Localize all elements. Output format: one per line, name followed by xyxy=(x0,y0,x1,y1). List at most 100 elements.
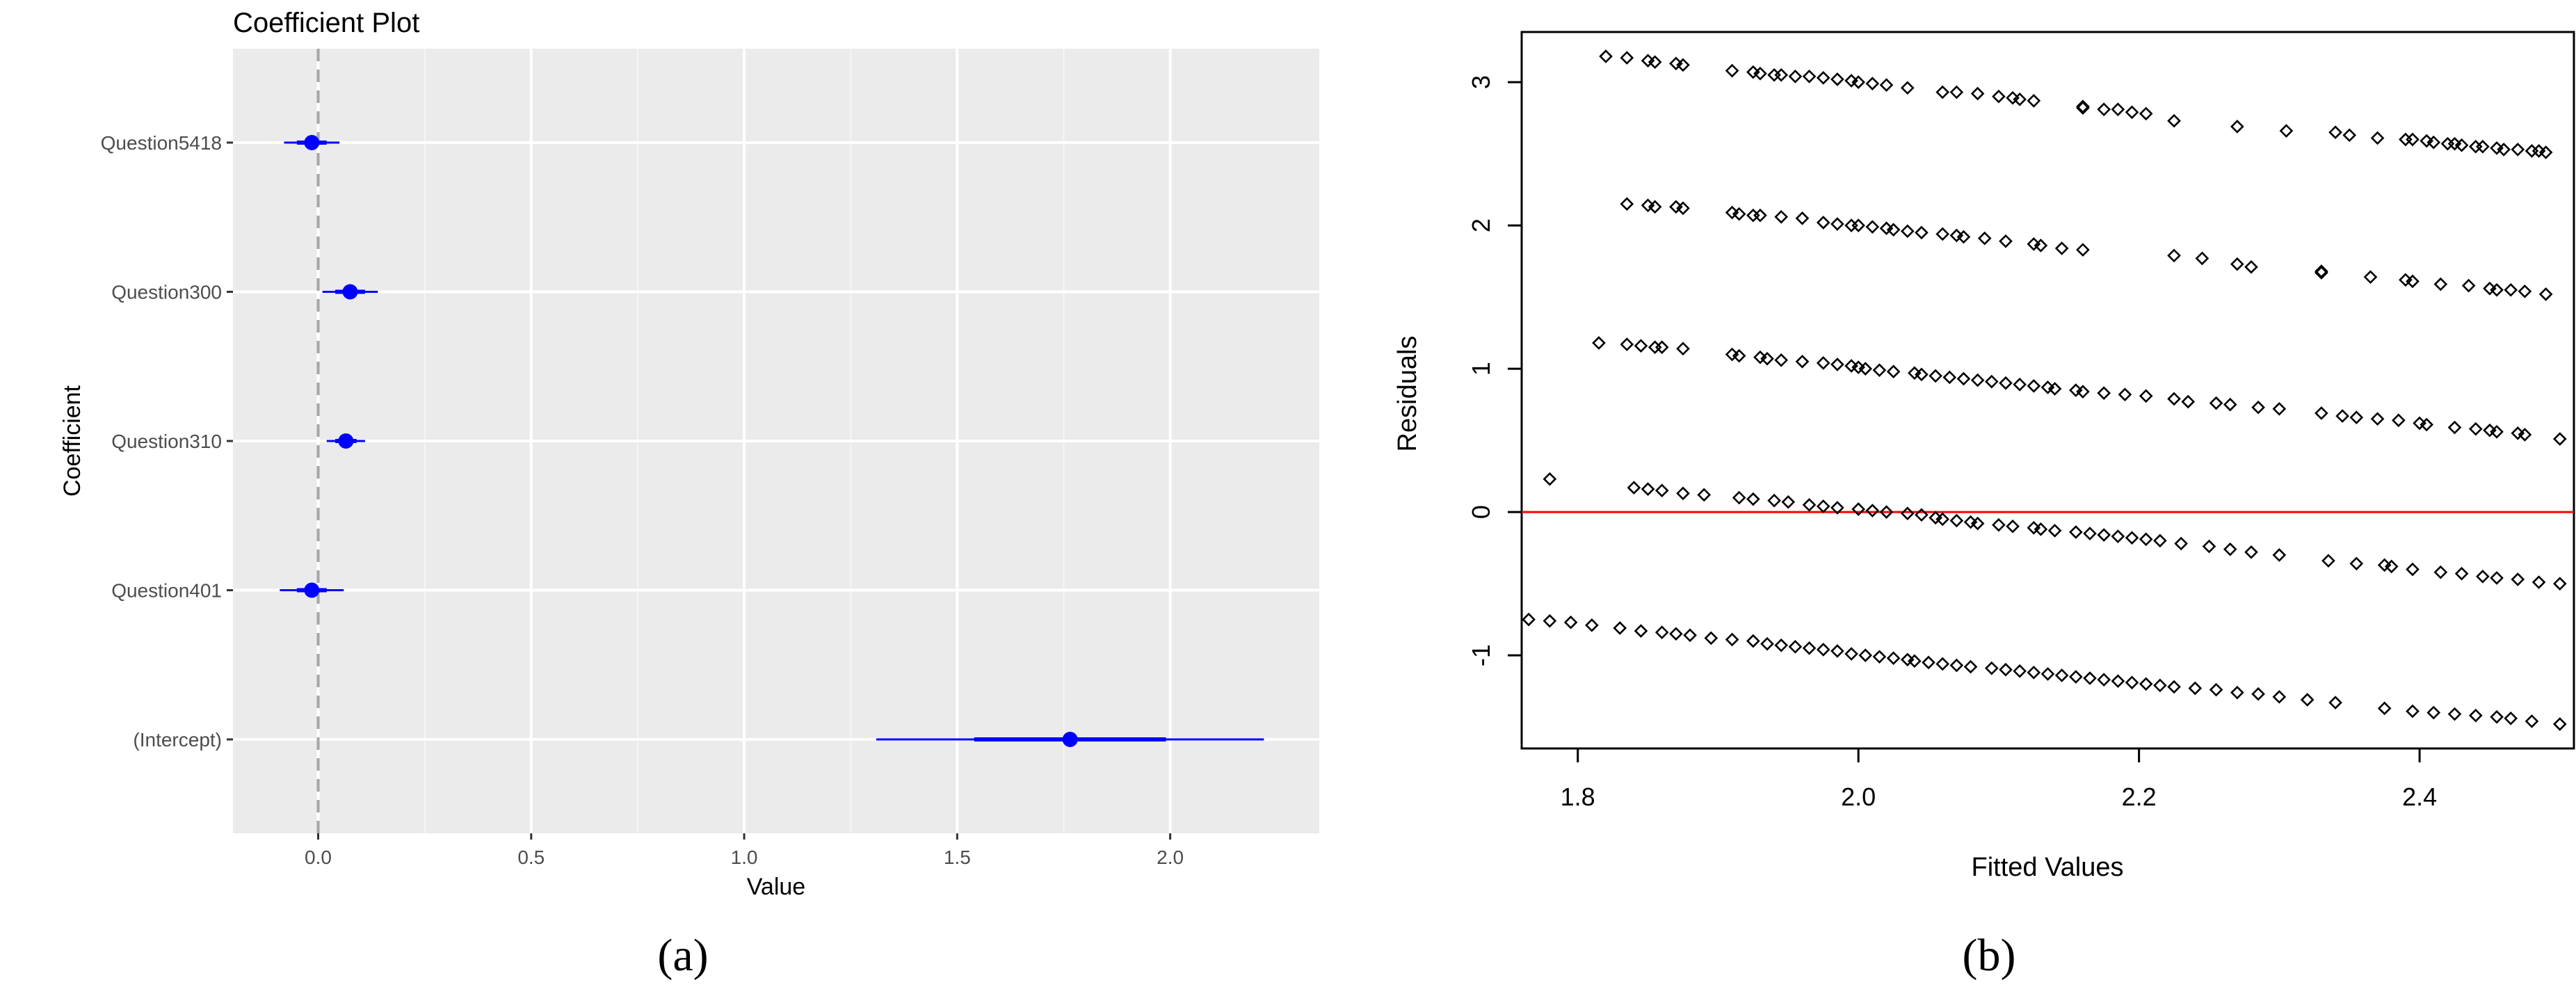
residual-point xyxy=(2167,248,2181,263)
residual-point xyxy=(1620,197,1634,211)
residual-point xyxy=(2223,542,2237,556)
residual-point xyxy=(1970,373,1985,387)
residual-point xyxy=(2399,132,2413,147)
residual-point xyxy=(2097,528,2111,542)
residual-point xyxy=(1816,356,1830,370)
residual-point xyxy=(2279,124,2294,138)
residual-point xyxy=(2054,241,2069,255)
residual-point xyxy=(1915,367,1929,382)
residual-point xyxy=(1767,67,1781,82)
residual-point xyxy=(1844,218,1858,232)
residual-point xyxy=(1865,220,1880,234)
residual-point xyxy=(2111,529,2125,543)
residual-point xyxy=(2315,406,2328,420)
residual-point xyxy=(1858,362,1873,376)
residual-point xyxy=(2118,387,2132,402)
residual-point xyxy=(1676,486,1690,501)
residual-point xyxy=(2167,392,2181,406)
residual-point xyxy=(2433,565,2448,579)
residual-point xyxy=(2195,251,2209,266)
residual-point xyxy=(1830,72,1844,86)
residual-point xyxy=(2139,532,2153,547)
residual-point xyxy=(2476,139,2490,154)
y-tick-label: -1 xyxy=(1467,644,1495,666)
residual-point xyxy=(1795,211,1810,225)
residual-point xyxy=(1753,208,1767,223)
residual-point xyxy=(2230,257,2244,271)
residual-point xyxy=(1999,376,2013,390)
residual-point xyxy=(2377,701,2392,716)
residual-point xyxy=(1816,643,1830,657)
residual-point xyxy=(1732,490,1746,505)
x-tick-label: 2.2 xyxy=(2122,783,2157,811)
residual-point xyxy=(1984,374,1999,389)
residual-point xyxy=(2328,696,2342,710)
residual-point xyxy=(1563,615,1578,630)
residual-point xyxy=(1851,218,1865,232)
residual-point xyxy=(1774,638,1789,652)
x-axis-label: Fitted Values xyxy=(1972,853,2124,882)
residual-point xyxy=(1767,493,1781,508)
residual-point xyxy=(1977,231,1992,246)
residual-point xyxy=(1802,497,1817,512)
y-axis-ticks: -1 0 1 2 3 xyxy=(1467,75,1522,666)
y-tick-label: Question310 xyxy=(111,431,222,452)
residual-point xyxy=(2447,707,2462,721)
residual-point xyxy=(2013,92,2027,106)
residual-point xyxy=(1788,639,1803,654)
residual-point xyxy=(1746,492,1760,506)
residual-point xyxy=(2468,708,2483,723)
residual-point xyxy=(1634,339,1648,353)
residual-point xyxy=(2244,260,2258,274)
residual-point xyxy=(2454,566,2469,581)
residual-point xyxy=(2209,396,2223,410)
plot-frame xyxy=(1520,31,2575,750)
residual-point xyxy=(2447,420,2462,435)
residual-point xyxy=(2342,128,2357,143)
residual-point xyxy=(2504,282,2518,297)
residual-point xyxy=(2097,102,2111,117)
residual-point xyxy=(2454,138,2469,152)
residual-point xyxy=(1900,224,1915,239)
residual-point xyxy=(1949,658,1964,673)
residual-point xyxy=(2223,397,2237,412)
residual-point xyxy=(1648,340,1662,355)
y-tick-label: Question401 xyxy=(111,580,222,602)
residual-point xyxy=(2370,412,2385,426)
residual-point xyxy=(2272,690,2287,704)
residual-point xyxy=(1676,201,1690,216)
residual-point xyxy=(1992,518,2006,532)
residual-point xyxy=(2518,284,2532,298)
residual-point xyxy=(1641,482,1655,496)
residual-point xyxy=(2027,665,2041,680)
residual-point xyxy=(1669,627,1683,641)
residual-point xyxy=(1956,230,1971,244)
x-tick-labels: 0.0 0.5 1.0 1.5 2.0 xyxy=(305,833,1184,868)
x-tick-label: 1.0 xyxy=(731,847,758,868)
residual-point xyxy=(1774,67,1789,82)
coefficient-point xyxy=(304,135,320,150)
residual-point xyxy=(2552,432,2567,446)
residual-point xyxy=(1697,488,1712,502)
residual-point xyxy=(1760,351,1774,366)
residual-point xyxy=(2468,139,2483,154)
panel-label-b: (b) xyxy=(1963,930,2016,981)
x-axis-label: Value xyxy=(747,874,805,900)
residual-point xyxy=(2111,674,2125,689)
residual-point xyxy=(1746,208,1760,223)
residual-point xyxy=(2006,519,2020,534)
residual-point xyxy=(1816,71,1830,85)
residual-point xyxy=(2069,525,2083,539)
residual-point xyxy=(1634,624,1648,638)
residual-point xyxy=(2406,562,2420,577)
residual-point xyxy=(2272,548,2287,562)
residual-point xyxy=(2181,394,2196,409)
residual-point xyxy=(2076,385,2090,399)
residual-point xyxy=(2525,144,2539,158)
residual-point xyxy=(1851,75,1865,89)
residual-point xyxy=(2328,125,2342,140)
residual-point xyxy=(1900,506,1915,520)
residual-point xyxy=(2440,136,2455,151)
residual-point xyxy=(2076,99,2090,113)
residual-point xyxy=(1676,342,1690,356)
